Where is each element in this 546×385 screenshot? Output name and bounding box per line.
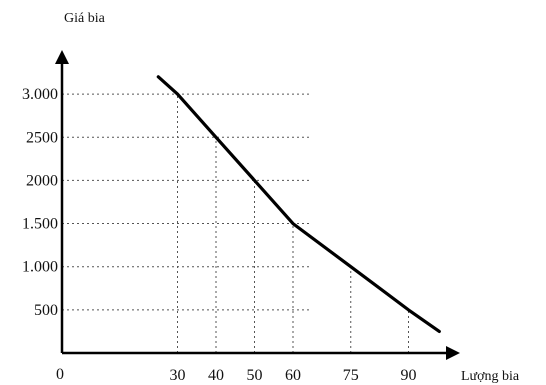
y-tick-label: 2000 — [26, 172, 58, 189]
grid-lines — [62, 93, 409, 353]
x-tick-label: 30 — [170, 367, 186, 384]
y-tick-label: 3.000 — [22, 86, 58, 103]
demand-curve-line — [156, 75, 441, 333]
x-tick-label: 60 — [285, 367, 301, 384]
x-tick-label: 90 — [401, 367, 417, 384]
origin-label: 0 — [56, 366, 64, 383]
x-axis-arrow-icon — [446, 346, 460, 360]
x-tick-label: 40 — [208, 367, 224, 384]
y-axis-label: Giá bia — [64, 11, 106, 26]
axes — [55, 50, 460, 360]
y-axis-arrow-icon — [55, 50, 69, 64]
y-tick-label: 1.500 — [22, 216, 58, 233]
y-tick-label: 500 — [34, 302, 58, 319]
x-axis-label: Lượng bia — [461, 369, 520, 384]
series — [156, 75, 441, 333]
tick-labels: 500 1.000 1.500 2000 2500 3.000 30 40 50 60 75 90 — [22, 86, 417, 384]
x-tick-label: 50 — [247, 367, 263, 384]
x-tick-label: 75 — [343, 367, 359, 384]
y-tick-label: 1.000 — [22, 259, 58, 276]
y-tick-label: 2500 — [26, 129, 58, 146]
